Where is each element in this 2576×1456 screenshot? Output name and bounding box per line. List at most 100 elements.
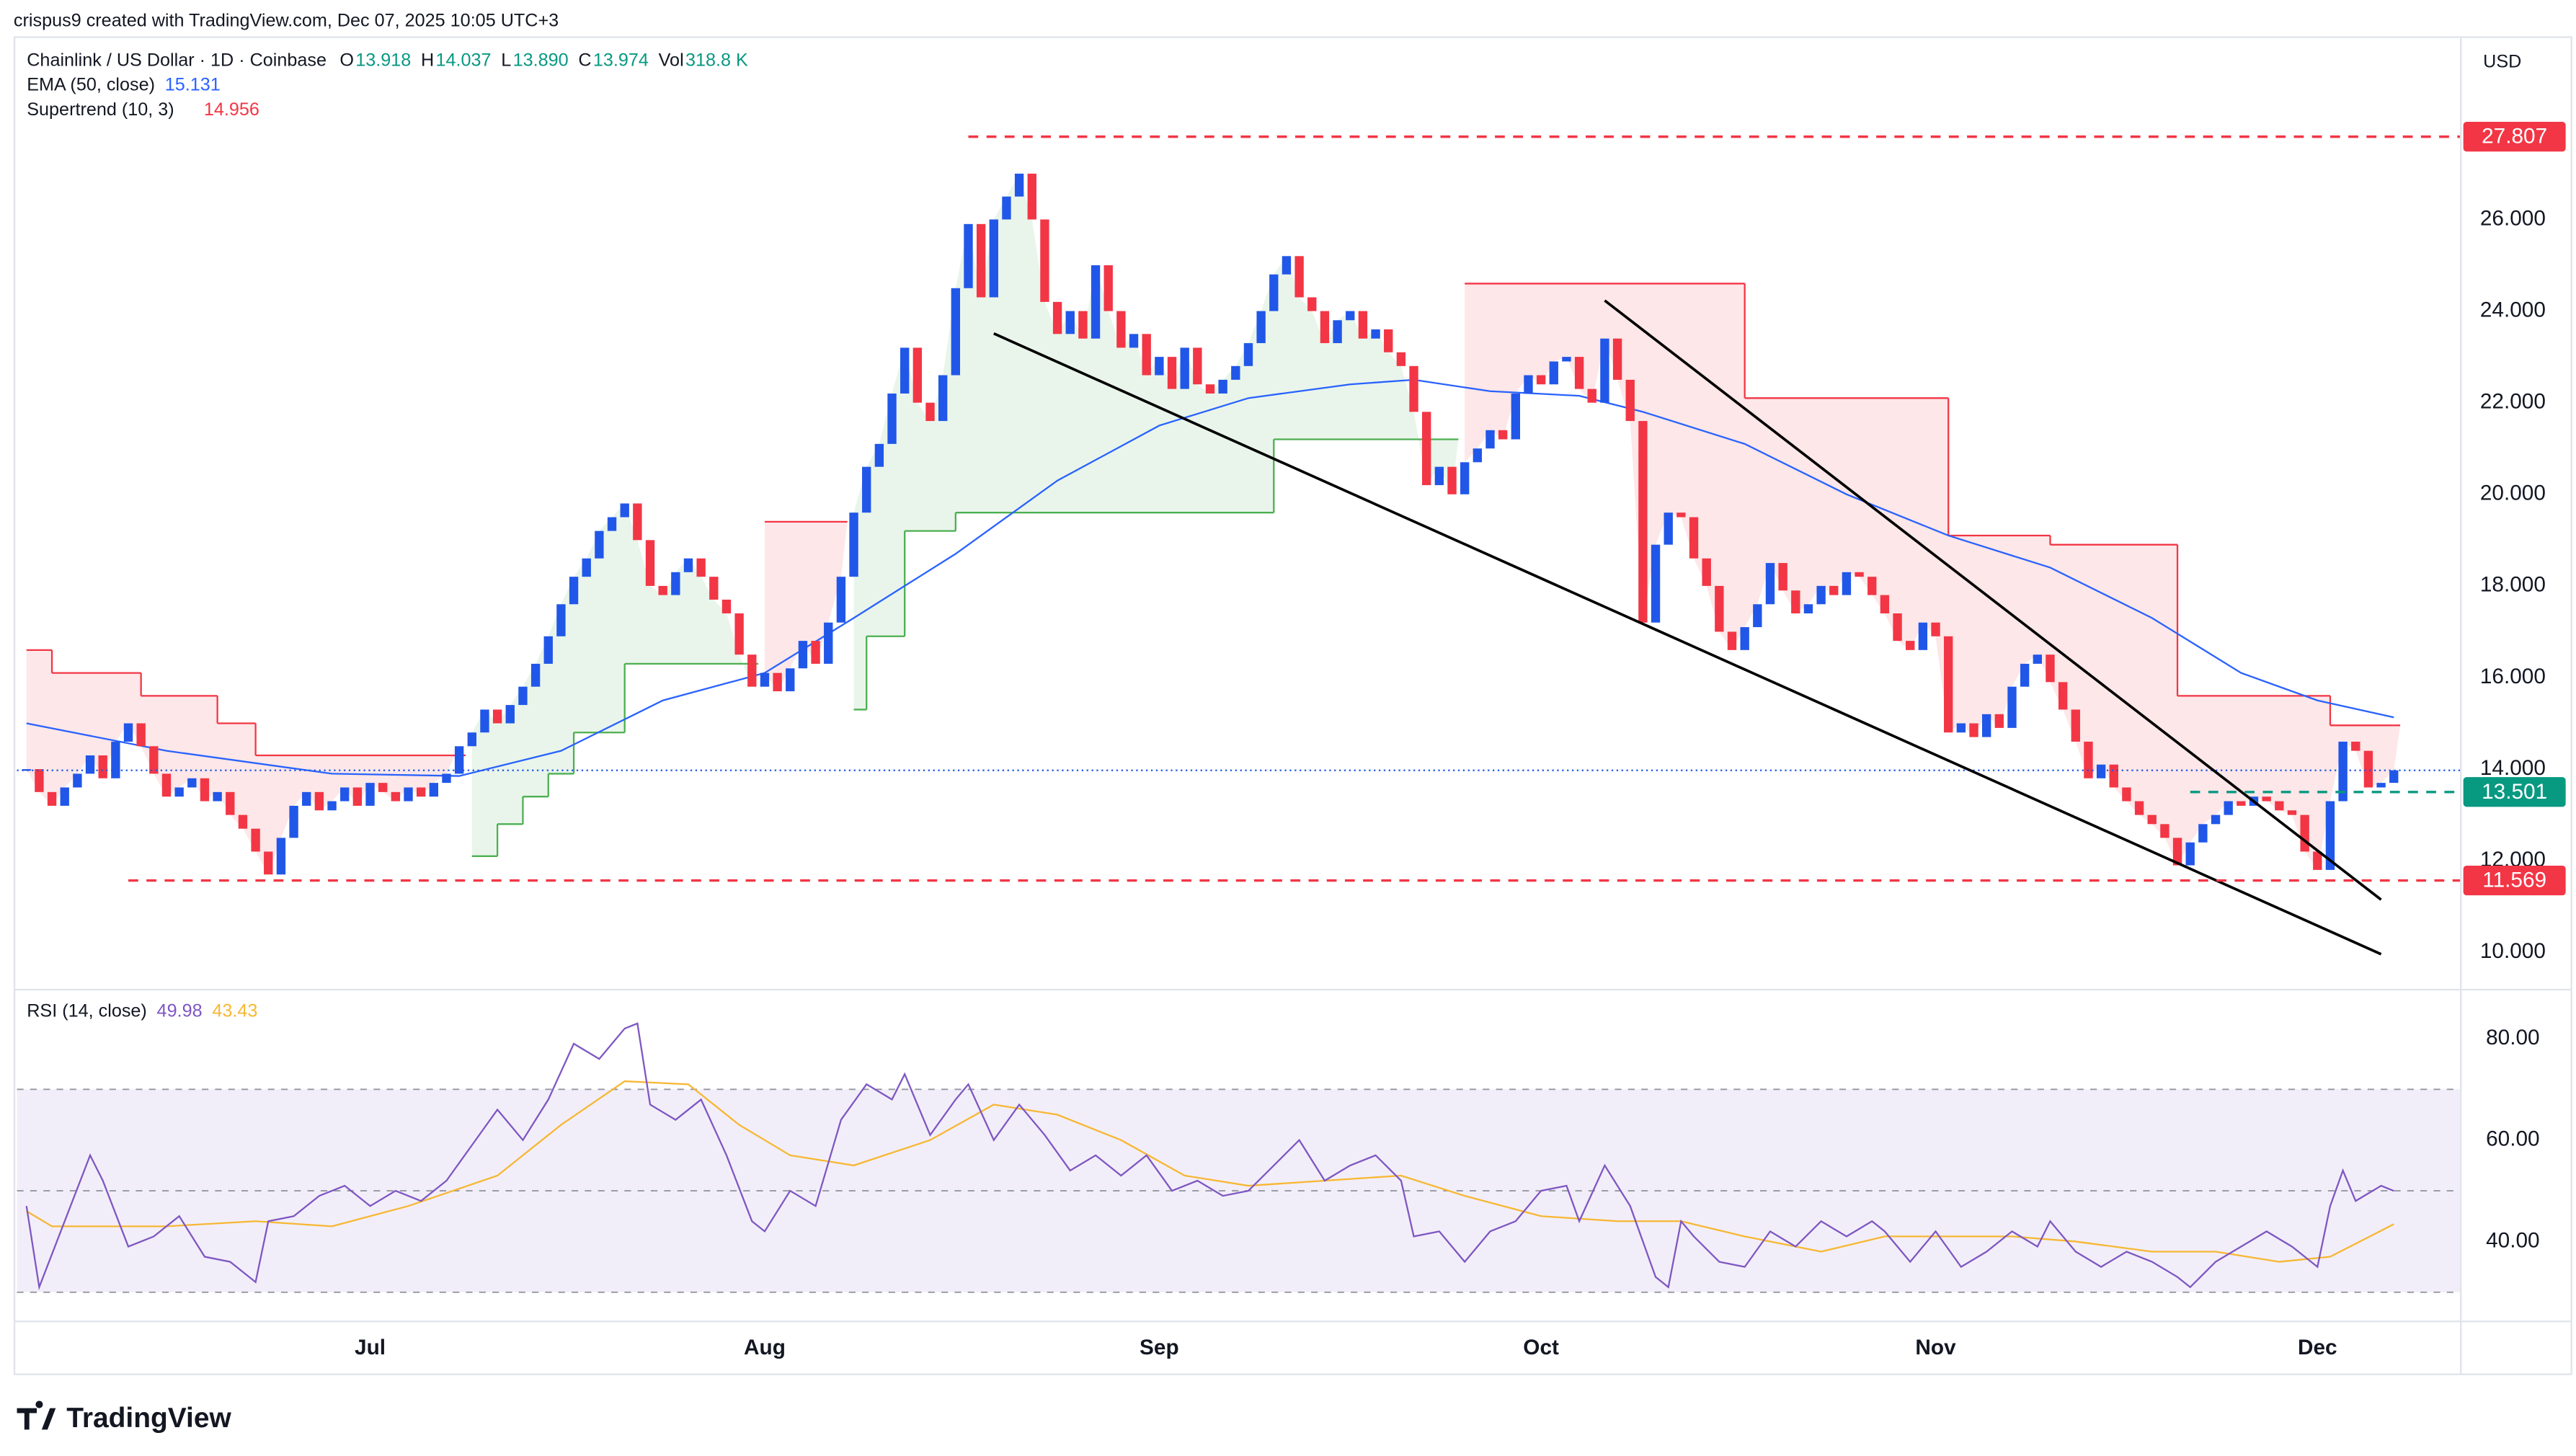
- candle: [1396, 352, 1406, 366]
- candle: [721, 599, 732, 613]
- candle: [2058, 682, 2068, 710]
- candle: [1855, 572, 1864, 577]
- candle: [1014, 173, 1024, 197]
- trendline: [1604, 299, 2382, 901]
- candle: [1829, 585, 1839, 595]
- rsi-value: 49.98: [157, 1001, 203, 1021]
- candle: [2007, 686, 2017, 728]
- candle: [1740, 627, 1749, 650]
- candle: [862, 466, 871, 513]
- y-tick-label: 24.000: [2480, 298, 2546, 321]
- candle: [60, 787, 69, 806]
- supertrend-fill: [853, 173, 1459, 710]
- x-tick-label: Sep: [1140, 1336, 1179, 1359]
- ema-legend: EMA (50, close): [27, 75, 155, 95]
- candle: [900, 347, 910, 394]
- ohlc-value: 14.037: [436, 50, 492, 70]
- candle: [2046, 654, 2055, 683]
- rsi-tick-label: 80.00: [2486, 1026, 2540, 1049]
- candle: [633, 503, 642, 541]
- candle: [365, 783, 375, 806]
- candle: [226, 791, 235, 815]
- candle: [2172, 838, 2182, 866]
- candle: [289, 805, 298, 838]
- supertrend-fill: [471, 503, 759, 856]
- candle: [1384, 329, 1393, 352]
- candle: [1333, 320, 1342, 344]
- ohlc-value: 318.8 K: [685, 50, 748, 70]
- symbol-title: Chainlink / US Dollar · 1D · Coinbase: [27, 50, 327, 70]
- candle: [352, 787, 363, 806]
- level-label-box: [2463, 777, 2566, 807]
- candle: [1689, 517, 1699, 559]
- candle: [1167, 357, 1177, 389]
- candle: [1320, 311, 1330, 344]
- candle: [2147, 814, 2157, 825]
- candle: [1155, 357, 1164, 376]
- candle: [696, 558, 706, 577]
- rsi-value: 43.43: [212, 1001, 257, 1021]
- candle: [683, 558, 693, 572]
- candle: [2363, 750, 2373, 788]
- candle: [530, 663, 541, 687]
- candle: [1791, 590, 1800, 613]
- candle: [2211, 814, 2221, 825]
- rsi-line: [25, 1022, 2394, 1291]
- candle: [1243, 343, 1253, 366]
- y-tick-label: 22.000: [2480, 390, 2546, 414]
- candle: [2020, 663, 2030, 687]
- candle: [734, 613, 744, 655]
- candle: [1574, 357, 1584, 389]
- candle: [1434, 466, 1444, 486]
- candle: [1600, 338, 1609, 403]
- candle: [1218, 379, 1227, 394]
- y-tick-label: 26.000: [2480, 206, 2546, 230]
- candle: [1358, 311, 1368, 339]
- ohlc-label: C: [578, 50, 591, 70]
- candle: [773, 672, 782, 692]
- y-tick-label: 10.000: [2480, 939, 2546, 963]
- candle: [1918, 622, 1928, 650]
- candle: [2185, 842, 2195, 866]
- candle: [760, 672, 770, 687]
- x-tick-label: Nov: [1915, 1336, 1956, 1359]
- candle: [912, 347, 923, 403]
- candle: [1816, 585, 1826, 605]
- candle: [1536, 375, 1546, 385]
- candle: [1562, 357, 1571, 362]
- candle: [391, 791, 401, 802]
- candle: [2287, 810, 2297, 815]
- candle: [1702, 558, 1711, 586]
- candle: [1638, 421, 1648, 623]
- candle: [1473, 448, 1483, 463]
- candle: [1231, 365, 1240, 380]
- rsi-tick-label: 60.00: [2486, 1127, 2540, 1151]
- logo-text: TradingView: [66, 1403, 231, 1434]
- candle: [340, 787, 350, 802]
- candle: [47, 791, 57, 806]
- candle: [1091, 265, 1101, 339]
- candle: [595, 531, 604, 559]
- candle: [811, 641, 820, 664]
- candle: [1969, 723, 1978, 737]
- candle: [2262, 796, 2271, 802]
- chart-frame: [13, 36, 2572, 1375]
- candle: [22, 769, 31, 771]
- candle: [1587, 389, 1596, 403]
- candle: [1269, 274, 1279, 311]
- candle: [1651, 544, 1661, 623]
- candle: [85, 755, 95, 774]
- candle: [1867, 577, 1877, 595]
- candle: [2275, 801, 2284, 811]
- candle: [1116, 311, 1126, 348]
- candle: [2084, 741, 2093, 778]
- attribution: crispus9 created with TradingView.com, D…: [14, 10, 559, 30]
- candle: [1052, 301, 1062, 334]
- candle: [1371, 329, 1380, 339]
- candle: [2134, 801, 2144, 815]
- x-tick-label: Dec: [2298, 1336, 2337, 1359]
- candle: [1027, 173, 1036, 220]
- candle: [1294, 256, 1304, 298]
- candle: [302, 791, 311, 806]
- ohlc-value: 13.974: [593, 50, 649, 70]
